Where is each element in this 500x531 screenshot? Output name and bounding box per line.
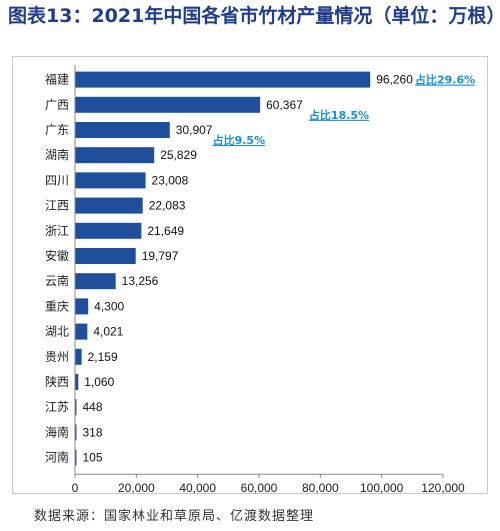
category-label: 湖北 — [45, 324, 69, 339]
category-label: 河南 — [45, 450, 69, 465]
bar — [75, 424, 77, 441]
bar — [75, 323, 88, 340]
x-tick-label: 100,000 — [360, 481, 404, 495]
category-label: 陕西 — [45, 374, 69, 389]
chart-title: 图表13：2021年中国各省市竹材产量情况（单位：万根） — [8, 5, 500, 27]
bar — [75, 222, 142, 239]
x-tick-label: 80,000 — [302, 481, 339, 495]
chart-area: 福建 96,260 广西 60,367 广东 30,907 湖南 25,829 四川 23,008… — [12, 56, 488, 495]
bar-chart: 福建 96,260 广西 60,367 广东 30,907 湖南 25,829 四川 23,008… — [45, 65, 475, 495]
bar — [75, 96, 261, 113]
bar — [75, 273, 116, 290]
value-label: 30,907 — [176, 123, 213, 137]
category-label: 广西 — [45, 98, 69, 112]
share-annotation: 占比9.5% — [213, 133, 266, 147]
x-tick-label: 0 — [72, 481, 79, 495]
category-label: 广东 — [45, 123, 69, 137]
category-label: 重庆 — [45, 299, 69, 313]
bar — [75, 248, 136, 264]
x-tick-label: 60,000 — [241, 481, 278, 495]
value-label: 22,083 — [149, 199, 186, 213]
value-label: 23,008 — [152, 173, 189, 187]
category-label: 四川 — [45, 173, 69, 187]
x-tick-label: 20,000 — [118, 481, 155, 495]
category-label: 海南 — [45, 424, 69, 439]
bar — [75, 197, 143, 214]
category-label: 云南 — [45, 273, 69, 288]
value-label: 60,367 — [266, 98, 303, 112]
category-label: 安徽 — [45, 248, 69, 263]
value-label: 4,300 — [94, 299, 124, 313]
share-annotation: 占比29.6% — [415, 73, 475, 87]
bar — [75, 122, 170, 138]
category-label: 浙江 — [45, 224, 69, 238]
value-label: 105 — [83, 451, 103, 465]
value-label: 1,060 — [84, 375, 114, 389]
value-label: 96,260 — [376, 73, 413, 87]
value-label: 2,159 — [88, 350, 118, 364]
bar — [75, 374, 79, 390]
category-label: 江西 — [45, 199, 69, 213]
value-label: 19,797 — [142, 249, 179, 263]
bar — [75, 172, 146, 189]
x-tick-label: 120,000 — [421, 481, 465, 495]
value-label: 13,256 — [122, 274, 159, 288]
bar — [75, 348, 82, 365]
category-label: 江苏 — [45, 400, 69, 414]
value-label: 4,021 — [93, 325, 123, 339]
value-label: 448 — [83, 400, 103, 414]
bar — [75, 147, 155, 164]
bar — [75, 449, 77, 466]
category-label: 贵州 — [45, 350, 69, 364]
category-label: 福建 — [45, 72, 69, 87]
value-label: 318 — [83, 425, 103, 439]
bar — [75, 298, 89, 315]
value-label: 21,649 — [147, 224, 184, 238]
data-source: 数据来源：国家林业和草原局、亿渡数据整理 — [34, 509, 315, 524]
share-annotation: 占比18.5% — [309, 108, 369, 122]
category-label: 湖南 — [45, 147, 69, 162]
value-label: 25,829 — [160, 148, 197, 162]
x-tick-label: 40,000 — [179, 481, 216, 495]
bar — [75, 71, 371, 88]
bar — [75, 399, 77, 416]
